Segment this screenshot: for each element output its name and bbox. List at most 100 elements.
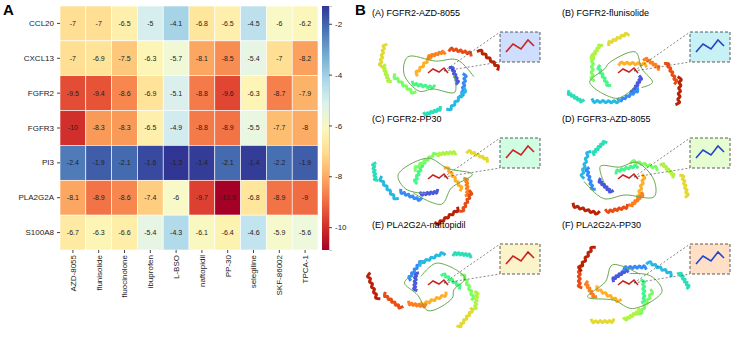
cell: [137, 76, 163, 111]
loop: [590, 52, 653, 99]
cell: [241, 180, 267, 215]
helix: [379, 44, 387, 67]
helix: [616, 165, 638, 174]
tick-label: -10: [335, 223, 347, 232]
inset-connector: [634, 62, 690, 71]
cell: [266, 76, 292, 111]
cell: [163, 215, 189, 250]
cell-label: -10.9: [220, 194, 236, 201]
cell: [241, 111, 267, 146]
cell: [112, 76, 138, 111]
helix: [617, 87, 637, 101]
cell-label: -2.1: [222, 159, 234, 166]
structure-panel: (F) PLA2G2A-PP30: [562, 220, 730, 323]
panel-label: A: [3, 1, 14, 18]
cell: [112, 41, 138, 76]
cell: [163, 111, 189, 146]
cell-label: -5.6: [299, 229, 311, 236]
tick-mark: [57, 23, 60, 24]
cell: [292, 6, 318, 41]
cell-label: -8.1: [196, 55, 208, 62]
cell-label: -9.4: [93, 90, 105, 97]
cell: [86, 76, 112, 111]
tick-mark: [329, 24, 332, 25]
structure-panel: (E) PLA2G2A-naftopidil: [368, 220, 540, 327]
tick: CCL20: [29, 19, 60, 28]
helix: [593, 141, 607, 155]
cell: [241, 76, 267, 111]
cell-label: -6.5: [144, 124, 156, 131]
helix: [675, 77, 681, 105]
cell-label: -8.6: [118, 194, 130, 201]
helix: [628, 192, 643, 206]
cell: [189, 76, 215, 111]
cell: [112, 145, 138, 180]
cell: [292, 180, 318, 215]
tick: -8: [329, 172, 343, 181]
cell-label: -1.4: [247, 159, 259, 166]
structure-panel: (C) FGFR2-PP30: [372, 114, 540, 224]
helix: [472, 291, 478, 309]
helix: [609, 33, 630, 46]
cell-label: -6.5: [222, 20, 234, 27]
tick-mark: [57, 58, 60, 59]
tick-label: CXCL13: [24, 54, 55, 63]
inset: [690, 244, 730, 274]
tick: naftopidil: [198, 250, 207, 287]
inset-ligand: [696, 40, 724, 52]
cell: [189, 6, 215, 41]
cell-label: -7: [70, 55, 76, 62]
y-axis: CCL20CXCL13FGFR2FGFR3PI3PLA2G2AS100A8: [18, 19, 60, 237]
helix: [453, 252, 471, 258]
helix: [660, 164, 674, 178]
inset: [500, 138, 540, 168]
cell: [112, 180, 138, 215]
tick: ibuprofen: [146, 250, 155, 288]
tick: PLA2G2A: [18, 193, 60, 202]
tick: S100A8: [26, 228, 60, 237]
cell-label: -6.8: [247, 194, 259, 201]
tick-label: PLA2G2A: [18, 193, 54, 202]
cell-label: -5: [147, 20, 153, 27]
helix: [619, 62, 647, 67]
cell: [60, 6, 86, 41]
cell-label: -7.7: [273, 124, 285, 131]
tick-label: -4: [335, 71, 343, 80]
cell: [215, 215, 241, 250]
tick-mark: [57, 162, 60, 163]
cell: [215, 111, 241, 146]
helix: [581, 151, 591, 178]
cell: [163, 41, 189, 76]
cell-label: -7: [96, 20, 102, 27]
structure-panel: (A) FGFR2-AZD-8055: [372, 8, 540, 115]
inset: [690, 32, 730, 62]
loop: [404, 263, 465, 311]
cell-label: -7.4: [144, 194, 156, 201]
helix: [605, 204, 627, 213]
cell-label: -6.3: [247, 90, 259, 97]
tick: FGFR3: [28, 124, 60, 133]
cell-label: -4.6: [247, 229, 259, 236]
cell: [215, 180, 241, 215]
tick-mark: [150, 250, 151, 253]
cell: [60, 215, 86, 250]
structure-panel: (D) FGFR3-AZD-8055: [562, 114, 730, 214]
heatmap: -7-7-6.5-5-4.1-6.8-6.5-4.5-6-6.2-7-6.9-7…: [60, 6, 318, 250]
inset-connector: [444, 168, 500, 177]
inset-connector: [444, 244, 500, 283]
helix: [477, 50, 499, 70]
helix: [646, 262, 671, 277]
structure-title: (F) PLA2G2A-PP30: [562, 220, 641, 230]
cell-label: -9.7: [196, 194, 208, 201]
tick-mark: [329, 75, 332, 76]
inset: [500, 244, 540, 274]
tick-mark: [57, 232, 60, 233]
panel-label: B: [355, 1, 366, 18]
cell-label: -1.9: [93, 159, 105, 166]
cell: [292, 76, 318, 111]
cell-label: -8.3: [118, 124, 130, 131]
tick-mark: [305, 250, 306, 253]
helix: [643, 58, 659, 70]
tick-label: CCL20: [29, 19, 54, 28]
cell: [112, 111, 138, 146]
